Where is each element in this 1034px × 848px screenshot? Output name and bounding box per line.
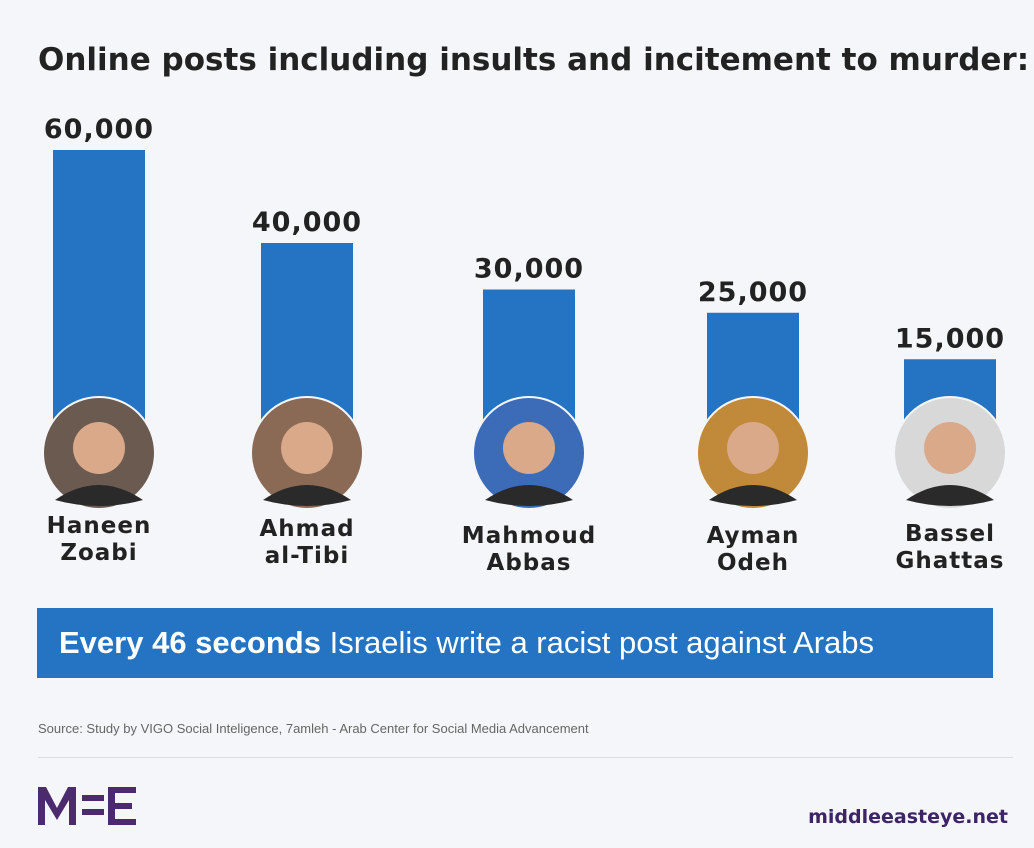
- banner: Every 46 seconds Israelis write a racist…: [37, 608, 993, 678]
- value-label: 15,000: [895, 323, 1005, 354]
- bar: [53, 150, 145, 429]
- value-label: 25,000: [698, 277, 808, 308]
- value-label: 60,000: [44, 114, 154, 145]
- banner-highlight: Every 46 seconds: [59, 625, 321, 660]
- category-label: Mahmoud Abbas: [462, 523, 596, 577]
- value-label: 30,000: [474, 254, 584, 285]
- banner-text: Israelis write a racist post against Ara…: [330, 625, 874, 660]
- chart-title: Online posts including insults and incit…: [38, 42, 1029, 78]
- site-url: middleeasteye.net: [808, 806, 1008, 828]
- value-label: 40,000: [252, 207, 362, 238]
- portrait-face: [727, 422, 779, 474]
- category-label: Bassel Ghattas: [896, 521, 1005, 575]
- portrait-face: [924, 422, 976, 474]
- portrait-face: [73, 422, 125, 474]
- source: Source: Study by VIGO Social Inteligence…: [38, 721, 589, 736]
- category-label: Ayman Odeh: [707, 523, 800, 577]
- portrait-face: [281, 422, 333, 474]
- portrait-face: [503, 422, 555, 474]
- category-label: Haneen Zoabi: [47, 513, 152, 567]
- infographic: 60,000 40,000 30,000 25,000 15,000 Online po…: [0, 0, 1034, 848]
- mee-logo: [38, 787, 136, 825]
- category-label: Ahmad al-Tibi: [259, 516, 354, 570]
- divider: [38, 757, 1013, 758]
